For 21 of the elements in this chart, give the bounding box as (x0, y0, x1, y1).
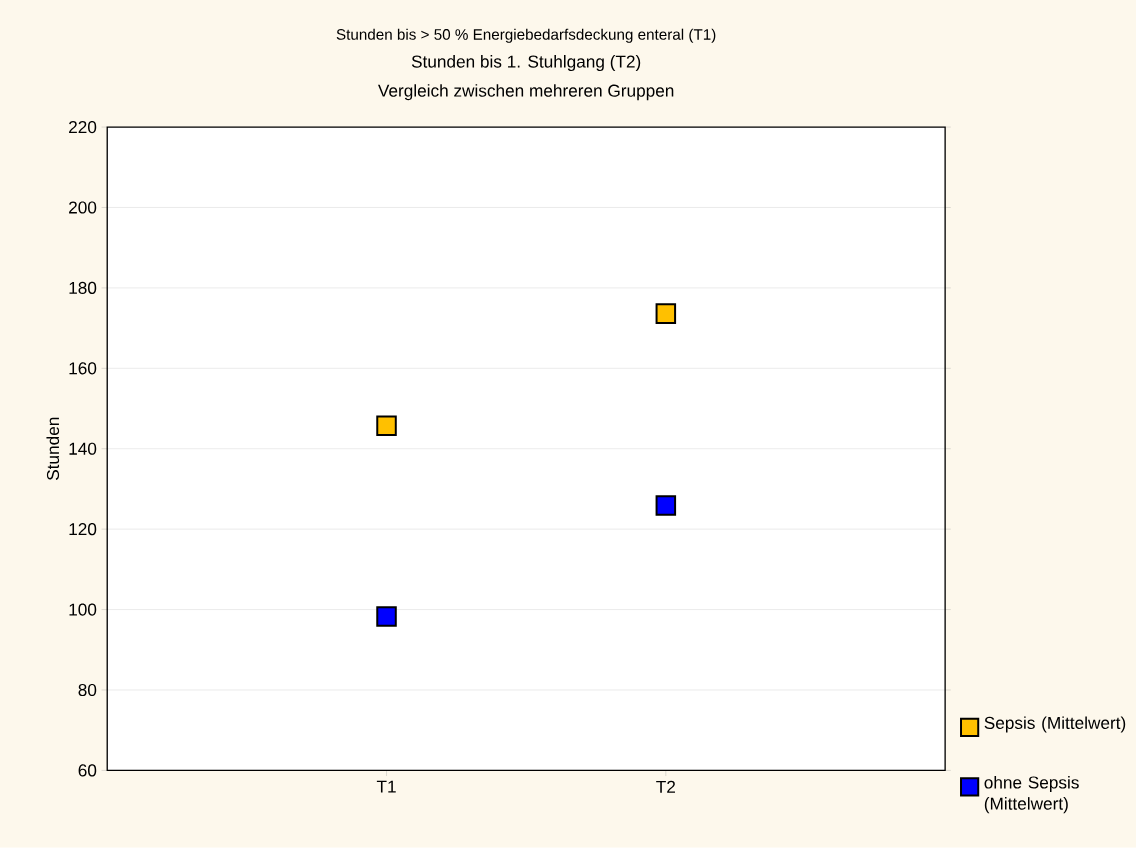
point (376, 606, 397, 627)
legend-label: Sepsis (Mittelwert) (984, 716, 1126, 733)
y-tick-label: 220 (69, 121, 97, 134)
y-tick-label: 80 (78, 683, 97, 697)
chart-subtitle: Stunden bis 1. Stuhlgang (T2) (411, 55, 641, 72)
y-tick-label: 100 (69, 603, 97, 616)
point (655, 495, 677, 516)
y-tick-label: 160 (69, 362, 97, 375)
point (655, 303, 677, 324)
y-tick-label: 60 (78, 764, 97, 777)
y-tick-label: 180 (69, 281, 97, 295)
text: Vergleich zwischen mehreren Gruppen (378, 84, 674, 101)
chart-title: Stunden bis > 50 % Energiebedarfsdeckung enteral (T1) (336, 28, 716, 43)
x-tick-label: T1 (376, 780, 396, 793)
y-tick-label: 120 (69, 523, 97, 536)
y-tick-label: 140 (69, 442, 97, 455)
y-tick-label: 200 (69, 201, 97, 214)
y-axis-title: Stunden (46, 417, 60, 481)
point (376, 415, 397, 437)
x-tick-label: T2 (656, 780, 675, 793)
legend-label: ohne Sepsis (Mittelwert) (984, 776, 1079, 814)
